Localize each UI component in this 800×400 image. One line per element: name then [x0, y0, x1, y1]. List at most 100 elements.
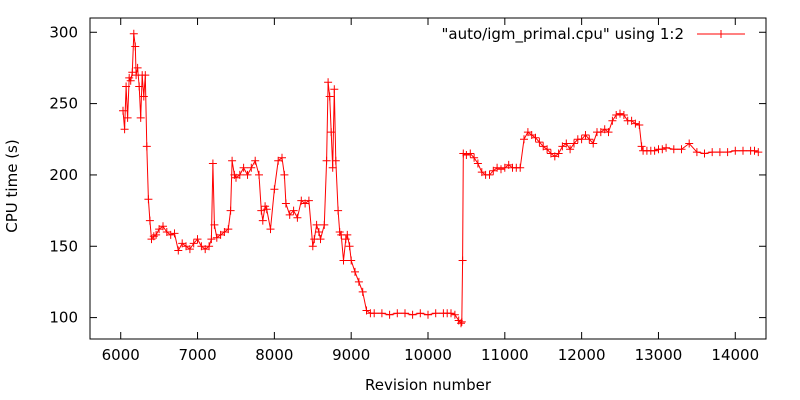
data-point [331, 156, 340, 165]
data-point [739, 146, 747, 155]
y-tick-label: 250 [49, 95, 78, 113]
data-point [608, 116, 617, 125]
x-tick-label: 10000 [404, 346, 452, 364]
y-tick-label: 200 [49, 166, 78, 184]
y-axis-label: CPU time (s) [3, 139, 21, 232]
data-point [424, 310, 432, 319]
data-point [257, 206, 266, 215]
data-point [385, 310, 394, 319]
data-point [159, 222, 167, 231]
data-point [304, 196, 313, 205]
data-point [370, 309, 379, 318]
data-point [119, 106, 127, 115]
data-point [589, 139, 598, 148]
data-point [193, 235, 202, 244]
data-point [144, 195, 153, 204]
plot-area: 6000 7000 8000 9000 10000 11000 12000 13000 1400… [49, 17, 767, 364]
x-tick-label: 13000 [635, 346, 683, 364]
data-point [281, 199, 290, 208]
legend-marker-sample [717, 30, 725, 38]
data-point [516, 163, 525, 172]
data-point [141, 71, 150, 80]
data-point [266, 225, 275, 234]
data-point [669, 145, 678, 154]
data-point [520, 135, 528, 144]
data-point [585, 135, 594, 144]
data-point [207, 235, 216, 244]
data-point [285, 210, 294, 219]
data-point [708, 148, 717, 157]
data-point [723, 148, 732, 157]
data-point [224, 225, 233, 234]
data-point [136, 113, 145, 122]
data-point [351, 267, 359, 276]
data-point [485, 170, 494, 179]
data-point [185, 245, 194, 254]
data-point [458, 256, 467, 265]
data-point [131, 42, 140, 51]
data-point [731, 146, 740, 155]
data-point [662, 143, 671, 152]
data-point [692, 148, 701, 157]
data-point [120, 125, 129, 134]
data-point [347, 256, 356, 265]
data-point [152, 230, 161, 239]
data-point [358, 287, 367, 296]
data-point [174, 246, 183, 255]
data-point [278, 153, 286, 162]
data-point [473, 159, 482, 168]
data-point [566, 145, 575, 154]
data-point [139, 92, 148, 101]
data-point [535, 138, 544, 147]
data-point [235, 170, 244, 179]
data-point [457, 317, 466, 326]
data-point [324, 78, 333, 87]
data-point [133, 63, 142, 72]
data-point [228, 156, 237, 165]
data-point [631, 119, 640, 128]
data-point [401, 309, 409, 318]
data-point [330, 85, 339, 94]
x-tick-label: 9000 [332, 346, 370, 364]
data-point [339, 256, 348, 265]
data-point [262, 205, 271, 214]
data-point [466, 149, 475, 158]
data-point [685, 139, 694, 148]
data-point [562, 139, 571, 148]
data-point [255, 170, 263, 179]
data-point [189, 239, 198, 248]
data-point [470, 153, 479, 162]
data-point [604, 128, 613, 137]
data-point [612, 111, 621, 119]
x-tick-label: 14000 [711, 346, 759, 364]
data-point [354, 277, 363, 286]
data-point [208, 159, 217, 168]
data-point [314, 228, 323, 236]
data-point [122, 82, 131, 91]
data-point [677, 145, 686, 154]
data-point [393, 309, 402, 318]
data-point [700, 149, 709, 158]
data-point [258, 216, 267, 225]
data-point [531, 133, 540, 142]
data-point [635, 121, 644, 129]
data-point [205, 242, 214, 251]
data-point [570, 139, 578, 148]
data-point [650, 146, 659, 155]
data-point [637, 142, 646, 151]
data-point [239, 163, 248, 172]
data-point [325, 92, 334, 101]
data-point [243, 170, 252, 179]
data-point [126, 76, 135, 85]
data-point [308, 242, 317, 251]
data-point [170, 229, 179, 238]
x-tick-label: 6000 [102, 346, 140, 364]
data-point [166, 230, 175, 239]
data-point [328, 163, 337, 172]
data-point [619, 111, 628, 119]
data-point [715, 148, 724, 157]
data-point [493, 163, 502, 172]
data-point [289, 206, 298, 215]
data-point [497, 165, 505, 174]
